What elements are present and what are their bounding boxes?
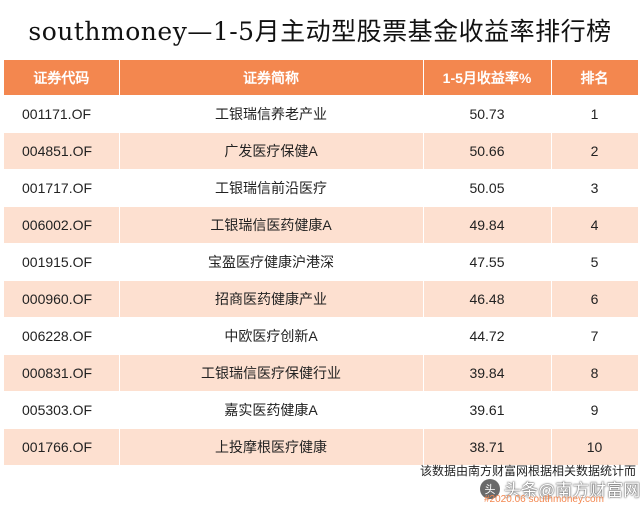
- cell-return: 39.84: [423, 354, 552, 392]
- cell-return: 46.48: [423, 280, 552, 318]
- fund-ranking-table: 证券代码 证券简称 1-5月收益率% 排名 001171.OF 工银瑞信养老产业…: [4, 60, 639, 466]
- table-row: 000831.OF 工银瑞信医疗保健行业 39.84 8: [4, 354, 639, 392]
- cell-name: 嘉实医药健康A: [119, 391, 424, 429]
- cell-rank: 6: [551, 280, 639, 318]
- watermark: 头 头条@南方财富网: [480, 476, 640, 501]
- cell-code: 001717.OF: [4, 169, 120, 207]
- column-header-return: 1-5月收益率%: [423, 60, 552, 96]
- cell-code: 001766.OF: [4, 428, 120, 466]
- cell-rank: 1: [551, 95, 639, 133]
- cell-rank: 8: [551, 354, 639, 392]
- table-row: 004851.OF 广发医疗保健A 50.66 2: [4, 132, 639, 170]
- table-row: 006002.OF 工银瑞信医药健康A 49.84 4: [4, 206, 639, 244]
- cell-return: 50.73: [423, 95, 552, 133]
- cell-name: 工银瑞信前沿医疗: [119, 169, 424, 207]
- cell-code: 004851.OF: [4, 132, 120, 170]
- cell-code: 001171.OF: [4, 95, 120, 133]
- cell-code: 006228.OF: [4, 317, 120, 355]
- cell-name: 工银瑞信医疗保健行业: [119, 354, 424, 392]
- source-note: 该数据由南方财富网根据相关数据统计而: [419, 464, 636, 478]
- cell-code: 005303.OF: [4, 391, 120, 429]
- table-row: 005303.OF 嘉实医药健康A 39.61 9: [4, 391, 639, 429]
- cell-name: 工银瑞信养老产业: [119, 95, 424, 133]
- toutiao-logo-icon: 头: [480, 478, 500, 499]
- table-header-row: 证券代码 证券简称 1-5月收益率% 排名: [4, 60, 639, 96]
- watermark-subtext: #2020.06 southmoney.com: [484, 494, 604, 505]
- table-row: 006228.OF 中欧医疗创新A 44.72 7: [4, 317, 639, 355]
- cell-return: 49.84: [423, 206, 552, 244]
- cell-return: 50.05: [423, 169, 552, 207]
- column-header-code: 证券代码: [4, 60, 120, 96]
- cell-rank: 10: [551, 428, 639, 466]
- cell-name: 招商医药健康产业: [119, 280, 424, 318]
- cell-return: 39.61: [423, 391, 552, 429]
- table-row: 001915.OF 宝盈医疗健康沪港深 47.55 5: [4, 243, 639, 281]
- cell-return: 50.66: [423, 132, 552, 170]
- watermark-text: 头条@南方财富网: [504, 481, 640, 500]
- cell-rank: 7: [551, 317, 639, 355]
- cell-rank: 9: [551, 391, 639, 429]
- cell-code: 000960.OF: [4, 280, 120, 318]
- cell-rank: 3: [551, 169, 639, 207]
- column-header-rank: 排名: [551, 60, 639, 96]
- cell-rank: 4: [551, 206, 639, 244]
- cell-code: 000831.OF: [4, 354, 120, 392]
- page-title: southmoney—1-5月主动型股票基金收益率排行榜: [28, 17, 612, 46]
- table-row: 001171.OF 工银瑞信养老产业 50.73 1: [4, 95, 639, 133]
- table-row: 001766.OF 上投摩根医疗健康 38.71 10: [4, 428, 639, 466]
- footer: 该数据由南方财富网根据相关数据统计而 头 头条@南方财富网 #2020.06 s…: [0, 462, 640, 505]
- table-row: 001717.OF 工银瑞信前沿医疗 50.05 3: [4, 169, 639, 207]
- cell-code: 001915.OF: [4, 243, 120, 281]
- cell-name: 上投摩根医疗健康: [119, 428, 424, 466]
- table-row: 000960.OF 招商医药健康产业 46.48 6: [4, 280, 639, 318]
- cell-code: 006002.OF: [4, 206, 120, 244]
- cell-return: 47.55: [423, 243, 552, 281]
- column-header-name: 证券简称: [119, 60, 424, 96]
- cell-rank: 2: [551, 132, 639, 170]
- cell-return: 44.72: [423, 317, 552, 355]
- cell-return: 38.71: [423, 428, 552, 466]
- cell-name: 中欧医疗创新A: [119, 317, 424, 355]
- cell-name: 工银瑞信医药健康A: [119, 206, 424, 244]
- cell-name: 宝盈医疗健康沪港深: [119, 243, 424, 281]
- cell-name: 广发医疗保健A: [119, 132, 424, 170]
- cell-rank: 5: [551, 243, 639, 281]
